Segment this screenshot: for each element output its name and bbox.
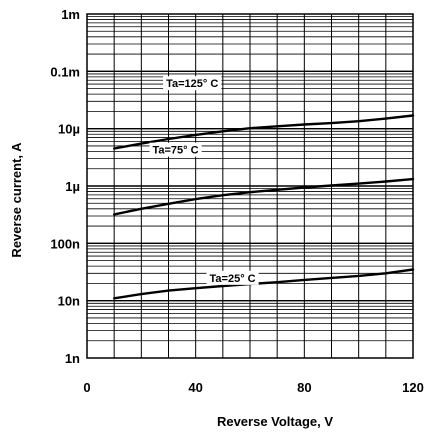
y-tick-label: 1n [65,351,80,366]
series-label: Ta=125° C [166,78,218,90]
series-label-background [149,142,202,157]
series-curves [113,114,415,300]
x-tick-label: 40 [188,380,202,395]
series-label: Ta=75° C [152,145,198,157]
plot-frame [86,13,414,359]
series-label: Ta=25° C [210,273,256,285]
series-label-background [206,270,259,285]
series-label-background [163,76,222,91]
series-curve [113,177,415,216]
y-axis-title: Reverse current, A [9,142,24,258]
grid [87,14,413,358]
tick-labels: 0 40 80 120 1m 0.1m 10µ 1µ 100n 10n 1n [50,7,423,395]
series-labels: Ta=125° C Ta=75° C Ta=25° C [149,76,259,285]
y-tick-label: 10µ [58,122,80,137]
y-tick-label: 10n [58,294,80,309]
x-tick-label: 0 [83,380,90,395]
y-tick-label: 1µ [65,179,80,194]
series-curve [113,114,415,150]
series-curve [113,268,415,300]
x-axis-title: Reverse Voltage, V [217,414,333,429]
x-tick-label: 120 [402,380,424,395]
y-tick-label: 1m [61,7,80,22]
y-tick-label: 100n [50,236,80,251]
x-tick-label: 80 [297,380,311,395]
y-tick-label: 0.1m [50,64,80,79]
